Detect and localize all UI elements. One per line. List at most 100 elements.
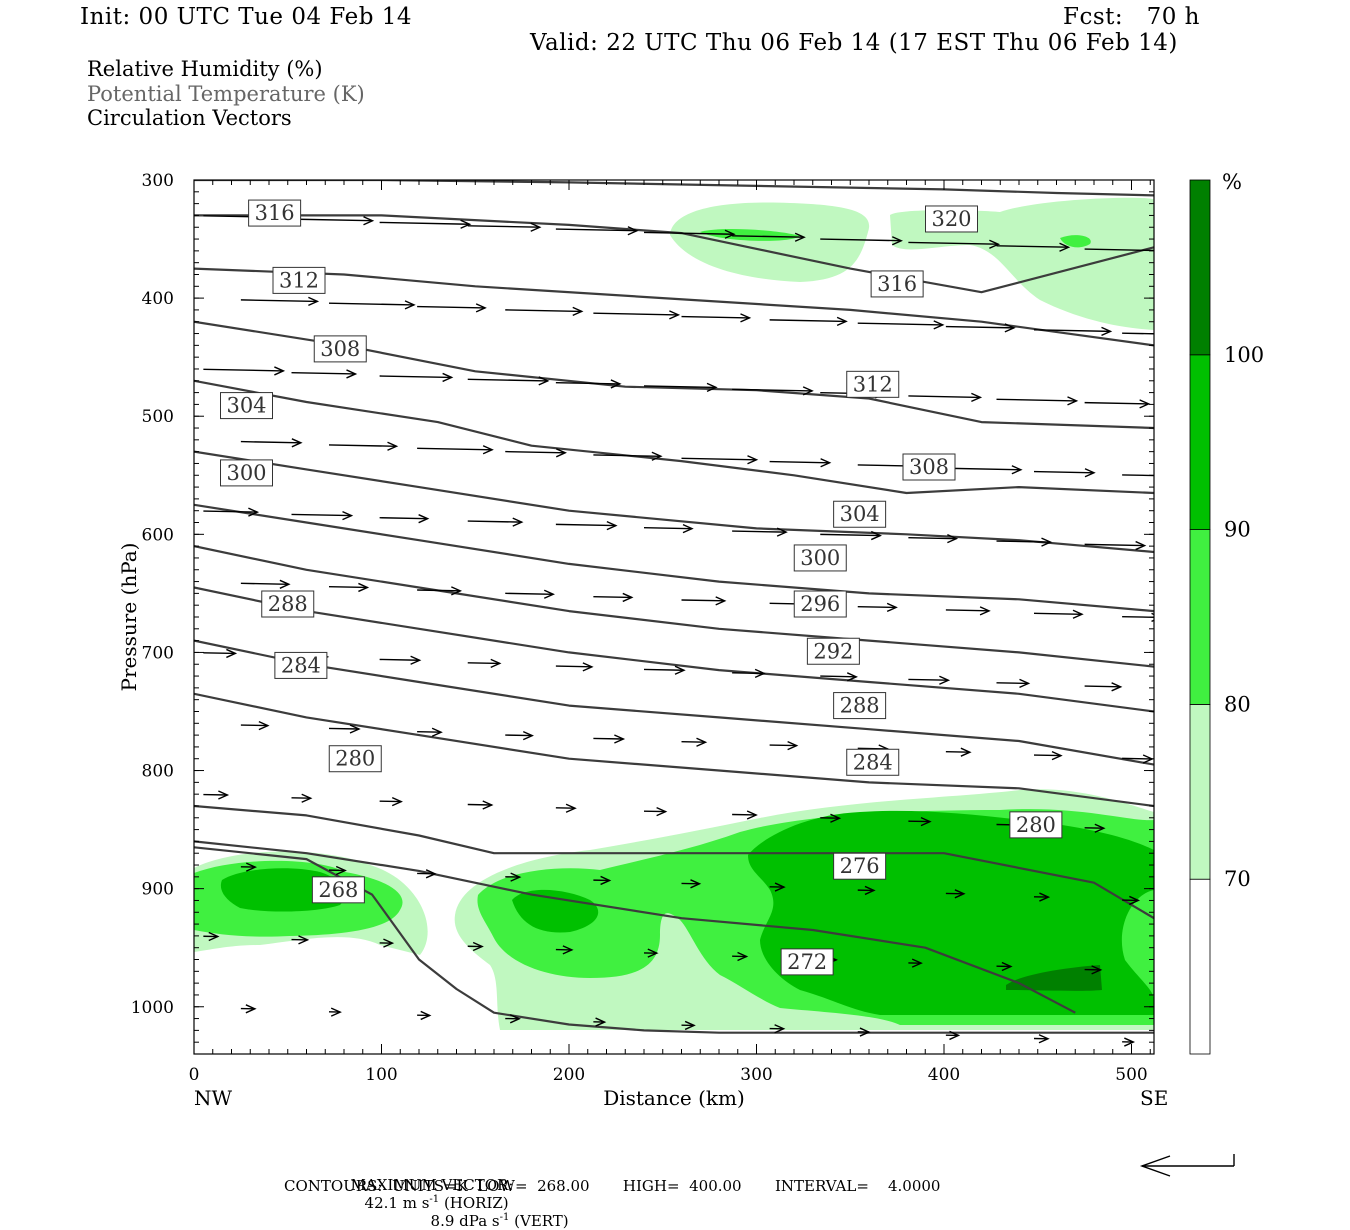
vector-shaft bbox=[417, 307, 485, 308]
vector-shaft bbox=[682, 317, 750, 318]
y-tick-label: 400 bbox=[142, 289, 174, 309]
theta-label: 284 bbox=[853, 750, 893, 774]
vector-shaft bbox=[1085, 544, 1145, 545]
theta-line-312 bbox=[194, 269, 1154, 346]
vector-shaft bbox=[329, 445, 397, 446]
vector-shaft bbox=[556, 666, 592, 667]
theta-label: 268 bbox=[318, 878, 358, 902]
colorbar-segment bbox=[1190, 355, 1210, 530]
theta-label: 284 bbox=[281, 653, 321, 677]
theta-line-304 bbox=[194, 381, 1154, 493]
vector-shaft bbox=[241, 583, 289, 584]
vector-shaft bbox=[682, 458, 757, 460]
vector-shaft bbox=[1034, 613, 1082, 614]
vector-shaft bbox=[468, 663, 500, 664]
theta-label: 320 bbox=[931, 207, 971, 231]
vector-shaft bbox=[1122, 617, 1160, 618]
vector-shaft bbox=[380, 659, 420, 660]
colorbar-level: 80 bbox=[1224, 692, 1251, 716]
colorbar-level: 100 bbox=[1224, 343, 1264, 367]
rh-70-upper-patch bbox=[670, 202, 869, 282]
theta-label: 300 bbox=[226, 461, 266, 485]
theta-label: 300 bbox=[800, 546, 840, 570]
theta-label: 280 bbox=[335, 747, 375, 771]
vector-shaft bbox=[682, 600, 725, 601]
y-tick-label: 1000 bbox=[131, 998, 174, 1018]
theta-label: 288 bbox=[840, 694, 880, 718]
vector-shaft bbox=[468, 379, 548, 381]
vector-shaft bbox=[241, 300, 318, 302]
colorbar-level: 70 bbox=[1224, 867, 1251, 891]
y-tick-label: 300 bbox=[142, 171, 174, 191]
vector-shaft bbox=[292, 514, 352, 515]
x-tick-label: 100 bbox=[365, 1065, 397, 1085]
vector-shaft bbox=[997, 399, 1077, 401]
theta-label: 312 bbox=[853, 372, 893, 396]
vector-shaft bbox=[732, 673, 764, 674]
vector-shaft bbox=[593, 738, 623, 739]
vector-shaft bbox=[1085, 403, 1149, 404]
theta-label: 296 bbox=[800, 592, 840, 616]
vector-shaft bbox=[329, 303, 414, 305]
y-tick-label: 500 bbox=[142, 407, 174, 427]
vector-shaft bbox=[241, 725, 268, 726]
theta-line-292 bbox=[194, 546, 1154, 667]
x-axis-left-end: NW bbox=[194, 1086, 233, 1110]
vector-shaft bbox=[556, 524, 616, 525]
vector-shaft bbox=[380, 376, 452, 377]
colorbar-level: 90 bbox=[1224, 518, 1251, 542]
theta-label: 292 bbox=[813, 639, 853, 663]
theta-label: 304 bbox=[840, 502, 880, 526]
max-vert-vector: 8.9 dPa s-1 (VERT) bbox=[431, 1212, 569, 1230]
x-tick-label: 0 bbox=[189, 1065, 200, 1085]
vector-shaft bbox=[380, 222, 470, 224]
y-tick-label: 800 bbox=[142, 762, 174, 782]
theta-line-300 bbox=[194, 452, 1154, 552]
y-tick-label: 900 bbox=[142, 880, 174, 900]
vector-shaft bbox=[1034, 472, 1094, 473]
theta-label: 276 bbox=[840, 854, 880, 878]
vector-shaft bbox=[468, 226, 540, 227]
theta-label: 316 bbox=[255, 201, 295, 225]
vector-shaft bbox=[1122, 475, 1190, 476]
theta-label: 280 bbox=[1016, 813, 1056, 837]
theta-line-288 bbox=[194, 588, 1154, 712]
vector-head bbox=[1157, 247, 1166, 255]
y-axis-title: Pressure (hPa) bbox=[117, 543, 141, 692]
vector-shaft bbox=[946, 468, 1021, 470]
rh-colorbar: 70 80 90 100 bbox=[1190, 180, 1264, 1054]
colorbar-segment bbox=[1190, 704, 1210, 879]
vector-shaft bbox=[203, 653, 235, 654]
theta-label: 308 bbox=[320, 337, 360, 361]
vector-shaft bbox=[858, 323, 943, 325]
x-axis-right-end: SE bbox=[1140, 1086, 1168, 1110]
vector-shaft bbox=[820, 676, 856, 677]
theta-line-320 bbox=[194, 180, 1154, 195]
x-axis-title: Distance (km) bbox=[603, 1086, 745, 1110]
vector-shaft bbox=[292, 373, 356, 374]
vector-shaft bbox=[1085, 686, 1121, 687]
vector-shaft bbox=[1122, 758, 1152, 759]
max-horiz-vector: 42.1 m s-1 (HORIZ) bbox=[365, 1194, 509, 1212]
vector-head bbox=[1181, 472, 1190, 480]
vector-shaft bbox=[505, 452, 565, 453]
colorbar-segment bbox=[1190, 879, 1210, 1054]
theta-label: 272 bbox=[787, 950, 827, 974]
vector-shaft bbox=[908, 679, 948, 680]
vector-shaft bbox=[997, 683, 1029, 684]
reference-vector-icon bbox=[1142, 1154, 1234, 1176]
y-tick-label: 700 bbox=[142, 643, 174, 663]
theta-label: 312 bbox=[279, 268, 319, 292]
vector-shaft bbox=[732, 531, 786, 532]
vector-shaft bbox=[505, 310, 582, 312]
vector-shaft bbox=[1034, 755, 1061, 756]
vector-shaft bbox=[505, 735, 532, 736]
vector-shaft bbox=[417, 590, 460, 591]
colorbar-segment bbox=[1190, 530, 1210, 705]
vector-shaft bbox=[468, 521, 522, 522]
colorbar-segment bbox=[1190, 180, 1210, 355]
vector-shaft bbox=[241, 442, 301, 443]
vector-shaft bbox=[203, 511, 257, 512]
vector-shaft bbox=[556, 383, 620, 384]
